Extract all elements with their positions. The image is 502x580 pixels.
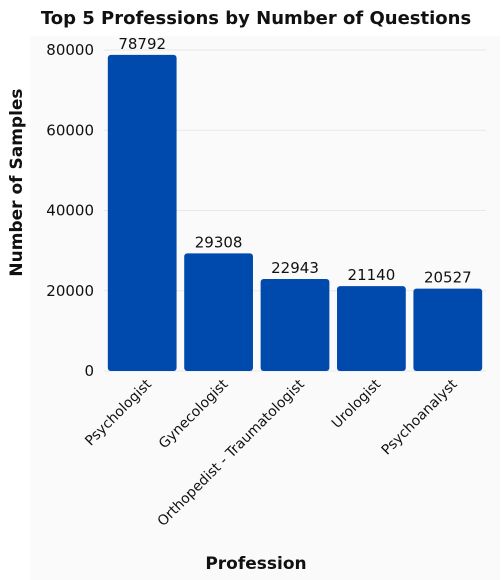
bar [413, 288, 483, 371]
bar-value-label: 78792 [118, 35, 166, 53]
y-tick-label: 20000 [46, 282, 94, 300]
bar-value-label: 22943 [271, 259, 319, 277]
y-tick-label: 0 [84, 362, 94, 380]
y-tick-label: 60000 [46, 121, 94, 139]
y-tick-label: 80000 [46, 41, 94, 59]
bar [337, 286, 406, 371]
y-tick-label: 40000 [46, 202, 94, 220]
bar-value-label: 21140 [348, 266, 396, 284]
y-axis-title: Number of Samples [7, 88, 27, 276]
bar [260, 278, 330, 371]
y-axis-ticks: 0 20000 40000 60000 80000 [46, 41, 94, 380]
value-labels: 78792 29308 22943 21140 20527 [118, 35, 471, 287]
bar-value-label: 29308 [195, 233, 243, 251]
bar [107, 54, 177, 371]
bar [184, 253, 253, 371]
x-axis-title: Profession [205, 554, 306, 574]
bars [107, 54, 483, 371]
bar-value-label: 20527 [424, 269, 472, 287]
chart-title: Top 5 Professions by Number of Questions [41, 8, 471, 29]
